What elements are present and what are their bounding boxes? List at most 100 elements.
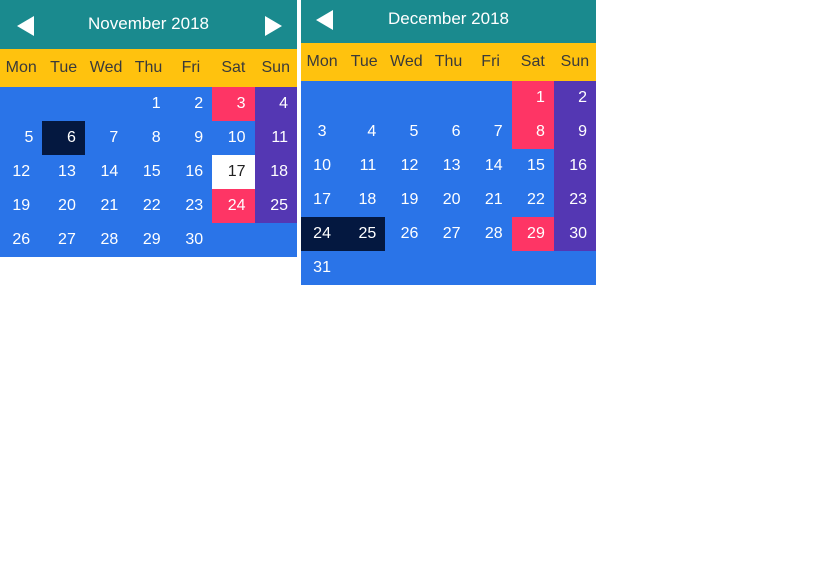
empty-day-cell	[0, 87, 42, 121]
day-cell-28[interactable]: 28	[484, 225, 503, 242]
day-cell-24[interactable]: 24	[301, 217, 344, 251]
day-cell-30[interactable]: 30	[553, 217, 596, 251]
empty-day-cell	[470, 251, 512, 285]
day-cell-22[interactable]: 22	[142, 197, 161, 214]
day-cell-4[interactable]: 4	[254, 87, 297, 121]
weekday-sat: Sat	[221, 59, 246, 76]
weekday-sun: Sun	[261, 59, 290, 76]
weekday-tue: Tue	[350, 53, 378, 70]
day-grid: 1 2 3 4 5 6 7 8 9 10 11 12 13 14 15 16 17 18 19 20 21 22 23 24 2…	[301, 81, 596, 285]
day-cell-10[interactable]: 10	[313, 157, 331, 174]
weekday-header: Mon Tue Wed Thu Fri Sat Sun	[301, 43, 596, 81]
day-cell-9[interactable]: 9	[553, 115, 596, 149]
day-cell-23[interactable]: 23	[553, 183, 596, 217]
empty-day-cell	[554, 251, 596, 285]
day-cell-29[interactable]: 29	[511, 217, 554, 251]
day-cell-18[interactable]: 18	[358, 191, 377, 208]
calendar-header: December 2018	[301, 0, 596, 43]
day-cell-15[interactable]: 15	[142, 163, 161, 180]
day-cell-21[interactable]: 21	[484, 191, 503, 208]
empty-day-cell	[85, 87, 127, 121]
day-cell-26[interactable]: 26	[400, 225, 419, 242]
day-cell-7[interactable]: 7	[493, 123, 503, 140]
day-cell-4[interactable]: 4	[367, 123, 377, 140]
day-cell-12[interactable]: 12	[12, 163, 31, 180]
weekday-fri: Fri	[481, 53, 500, 70]
day-cell-19[interactable]: 19	[400, 191, 419, 208]
day-cell-14[interactable]: 14	[484, 157, 503, 174]
day-cell-20[interactable]: 20	[442, 191, 461, 208]
day-cell-29[interactable]: 29	[142, 231, 161, 248]
day-cell-27[interactable]: 27	[58, 231, 76, 248]
day-cell-17[interactable]: 17	[212, 155, 255, 189]
day-cell-8[interactable]: 8	[511, 115, 554, 149]
day-cell-13[interactable]: 13	[58, 163, 76, 180]
day-cell-25[interactable]: 25	[343, 217, 386, 251]
day-cell-19[interactable]: 19	[12, 197, 31, 214]
day-cell-9[interactable]: 9	[194, 129, 204, 146]
day-cell-22[interactable]: 22	[527, 191, 545, 208]
day-cell-25[interactable]: 25	[254, 189, 297, 223]
next-month-icon[interactable]	[265, 16, 282, 36]
day-cell-2[interactable]: 2	[553, 81, 596, 115]
weekday-tue: Tue	[50, 59, 78, 76]
day-cell-1[interactable]: 1	[511, 81, 554, 115]
day-cell-1[interactable]: 1	[151, 95, 161, 112]
empty-day-cell	[385, 81, 427, 115]
day-cell-15[interactable]: 15	[527, 157, 545, 174]
empty-day-cell	[301, 81, 343, 115]
day-cell-14[interactable]: 14	[100, 163, 119, 180]
day-cell-16[interactable]: 16	[553, 149, 596, 183]
day-cell-21[interactable]: 21	[100, 197, 119, 214]
empty-day-cell	[470, 81, 512, 115]
weekday-header: Mon Tue Wed Thu Fri Sat Sun	[0, 49, 297, 87]
weekday-sun: Sun	[560, 53, 590, 70]
day-cell-5[interactable]: 5	[24, 129, 34, 146]
day-cell-6[interactable]: 6	[451, 123, 461, 140]
calendar-november: November 2018 Mon Tue Wed Thu Fri Sat Su…	[0, 0, 297, 257]
empty-day-cell	[212, 223, 254, 257]
day-cell-13[interactable]: 13	[442, 157, 461, 174]
day-cell-30[interactable]: 30	[185, 231, 204, 248]
weekday-wed: Wed	[89, 59, 123, 76]
day-cell-31[interactable]: 31	[313, 259, 331, 276]
day-cell-6[interactable]: 6	[42, 121, 85, 155]
day-cell-26[interactable]: 26	[12, 231, 31, 248]
day-cell-8[interactable]: 8	[151, 129, 161, 146]
day-cell-28[interactable]: 28	[100, 231, 119, 248]
day-cell-18[interactable]: 18	[254, 155, 297, 189]
weekday-sat: Sat	[520, 53, 545, 70]
weekday-wed: Wed	[390, 53, 423, 70]
day-cell-2[interactable]: 2	[194, 95, 204, 112]
weekday-thu: Thu	[134, 59, 163, 76]
day-cell-10[interactable]: 10	[227, 129, 246, 146]
day-cell-24[interactable]: 24	[212, 189, 255, 223]
empty-day-cell	[512, 251, 554, 285]
day-cell-3[interactable]: 3	[317, 123, 327, 140]
day-cell-7[interactable]: 7	[109, 129, 119, 146]
weekday-mon: Mon	[306, 53, 338, 70]
day-cell-17[interactable]: 17	[313, 191, 331, 208]
empty-day-cell	[427, 81, 469, 115]
prev-month-icon[interactable]	[17, 16, 34, 36]
day-cell-11[interactable]: 11	[254, 121, 297, 155]
day-cell-23[interactable]: 23	[185, 197, 204, 214]
empty-day-cell	[385, 251, 427, 285]
calendar-header: November 2018	[0, 0, 297, 49]
empty-day-cell	[42, 87, 84, 121]
calendar-december: December 2018 Mon Tue Wed Thu Fri Sat Su…	[301, 0, 596, 285]
day-cell-16[interactable]: 16	[185, 163, 204, 180]
prev-month-icon[interactable]	[316, 10, 333, 30]
month-title: November 2018	[88, 14, 209, 33]
day-grid: 1 2 3 4 5 6 7 8 9 10 11 12 13 14 15 16 17 18 19 20 21 22 23 24 2…	[0, 87, 297, 257]
day-cell-11[interactable]: 11	[359, 157, 377, 174]
month-title: December 2018	[388, 9, 509, 28]
day-cell-3[interactable]: 3	[212, 87, 255, 121]
weekday-fri: Fri	[181, 59, 201, 76]
day-cell-27[interactable]: 27	[442, 225, 461, 242]
weekday-thu: Thu	[434, 53, 463, 70]
day-cell-20[interactable]: 20	[58, 197, 76, 214]
day-cell-12[interactable]: 12	[400, 157, 419, 174]
empty-day-cell	[343, 81, 385, 115]
day-cell-5[interactable]: 5	[409, 123, 419, 140]
